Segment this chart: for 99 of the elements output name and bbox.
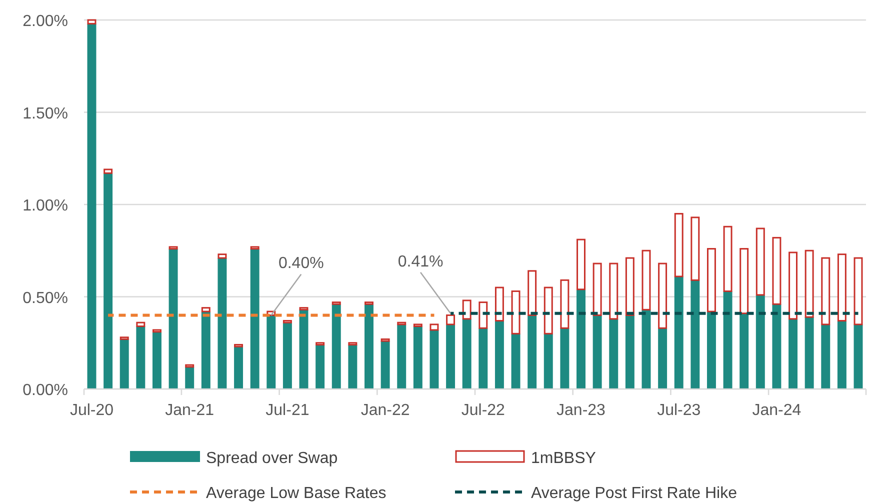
y-tick-label: 1.50% xyxy=(22,105,68,122)
bar xyxy=(788,318,798,389)
bar xyxy=(723,291,732,389)
bar xyxy=(756,228,765,296)
bar xyxy=(494,286,504,322)
bar xyxy=(723,226,732,292)
bar xyxy=(528,315,537,389)
bar xyxy=(299,310,308,389)
bar xyxy=(821,324,830,389)
bar xyxy=(136,322,146,328)
bar xyxy=(804,250,814,318)
bar xyxy=(528,270,537,316)
y-tick-label: 0.50% xyxy=(22,290,68,307)
bar xyxy=(854,324,863,389)
legend-label: 1mBBSY xyxy=(531,450,596,467)
bar xyxy=(168,248,178,389)
bar xyxy=(706,248,716,312)
bar xyxy=(185,366,194,389)
bar xyxy=(625,315,634,389)
bar xyxy=(609,262,618,320)
x-tick-label: Jan-23 xyxy=(556,402,606,419)
bar xyxy=(446,324,456,389)
bar xyxy=(804,317,814,389)
bar xyxy=(413,326,422,389)
bar xyxy=(348,344,358,389)
x-tick-label: Jan-24 xyxy=(752,402,802,419)
x-tick-label: Jan-22 xyxy=(360,402,410,419)
bar xyxy=(592,262,602,316)
bar xyxy=(690,280,700,389)
bar xyxy=(674,276,684,389)
bar xyxy=(87,24,96,389)
bar xyxy=(462,300,472,320)
bar xyxy=(609,318,618,389)
bar xyxy=(740,248,749,314)
bar xyxy=(152,332,162,389)
bar xyxy=(234,346,244,389)
bar xyxy=(576,238,586,290)
bar xyxy=(218,258,227,389)
bar xyxy=(837,254,846,322)
bar xyxy=(821,257,830,326)
bar xyxy=(478,302,488,329)
bar xyxy=(674,212,684,278)
bar xyxy=(788,252,798,320)
bar xyxy=(316,344,325,389)
bar xyxy=(266,315,276,389)
y-tick-label: 1.00% xyxy=(22,198,68,214)
bar xyxy=(625,257,634,316)
legend-label: Average Low Base Rates xyxy=(206,485,386,502)
bar xyxy=(87,19,96,24)
bar xyxy=(430,324,439,331)
bar xyxy=(560,328,570,389)
bar xyxy=(592,315,602,389)
bar xyxy=(544,334,553,389)
bar xyxy=(658,328,668,389)
bar xyxy=(772,304,782,389)
bar xyxy=(397,324,406,389)
x-tick-label: Jul-23 xyxy=(657,402,701,419)
bar xyxy=(104,173,113,389)
x-tick-label: Jul-20 xyxy=(70,402,114,419)
bar xyxy=(332,304,341,389)
bar xyxy=(642,310,651,389)
bar xyxy=(658,262,668,329)
bar xyxy=(576,289,586,389)
bar xyxy=(837,320,846,389)
bar xyxy=(104,168,113,174)
bar xyxy=(706,312,716,389)
bar xyxy=(544,286,553,334)
bar xyxy=(756,294,765,389)
bar xyxy=(120,339,129,389)
bar xyxy=(560,279,570,329)
x-tick-label: Jan-21 xyxy=(165,402,214,419)
bar xyxy=(136,326,146,389)
bar xyxy=(494,320,504,389)
bar xyxy=(642,250,651,310)
legend-label: Spread over Swap xyxy=(206,450,338,467)
annotation: 0.41% xyxy=(398,253,444,270)
bar xyxy=(511,334,520,389)
x-tick-label: Jul-21 xyxy=(266,402,310,419)
bar xyxy=(462,318,472,389)
bar xyxy=(201,312,210,389)
bar xyxy=(201,307,210,312)
bar xyxy=(430,330,439,389)
bar xyxy=(282,322,292,389)
bar xyxy=(854,257,863,326)
x-tick-label: Jul-22 xyxy=(461,402,506,419)
bar xyxy=(364,304,374,389)
bar xyxy=(446,314,456,326)
bar xyxy=(772,236,782,305)
annotation: 0.40% xyxy=(278,255,324,272)
y-tick-label: 0.00% xyxy=(22,382,68,399)
bar xyxy=(478,328,488,389)
bar xyxy=(218,254,227,259)
bar xyxy=(250,248,260,389)
bar xyxy=(740,313,749,389)
bar xyxy=(380,341,390,389)
legend-label: Average Post First Rate Hike xyxy=(531,485,738,502)
bar xyxy=(690,216,700,281)
bar xyxy=(511,290,520,334)
y-tick-label: 2.00% xyxy=(22,13,68,30)
